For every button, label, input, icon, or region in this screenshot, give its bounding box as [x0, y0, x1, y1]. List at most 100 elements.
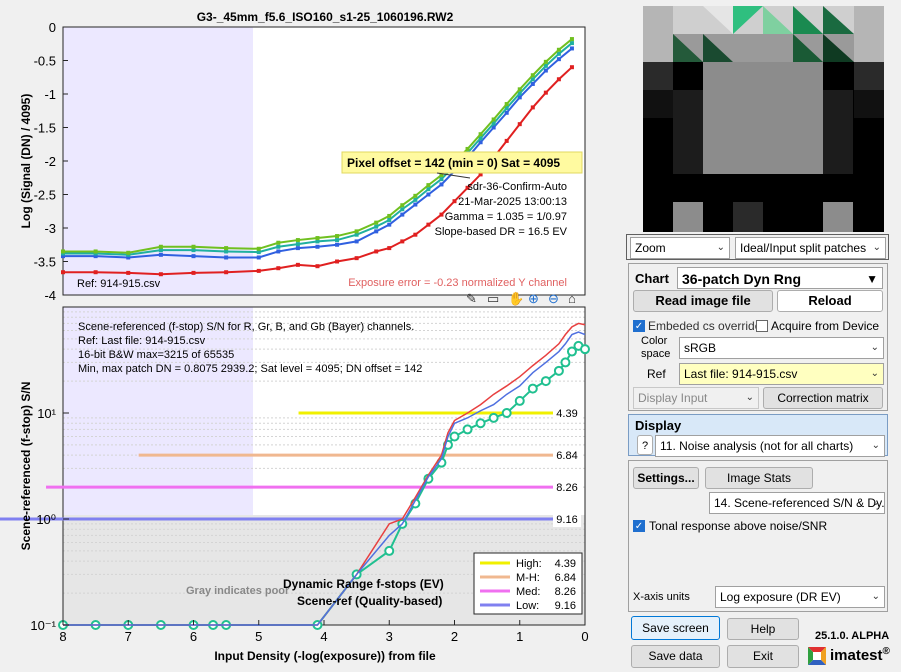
legend-name: M-H:	[516, 572, 540, 584]
bottom-xtick-label: 8	[59, 629, 66, 644]
top-series-point	[439, 182, 444, 187]
top-series-point	[426, 183, 431, 188]
correction-matrix-button[interactable]: Correction matrix	[763, 387, 883, 409]
ref-select-value: Last file: 914-915.csv	[684, 367, 798, 381]
top-series-point	[491, 125, 496, 130]
top-series-point	[530, 73, 535, 78]
top-series-point	[413, 193, 418, 198]
save-data-button[interactable]: Save data	[631, 645, 720, 668]
bottom-chart: 4.39 6.84 8.26 9.16 8 7 6 5 4 3 2 1 0 10¹ 10⁰ 10⁻¹ Sc…	[0, 306, 590, 663]
top-series-point	[335, 242, 340, 247]
top-series-point	[295, 246, 300, 251]
brand-name: imatest	[830, 647, 883, 664]
split-mode-select[interactable]: Ideal/Input split patches ⌄	[735, 237, 886, 259]
bottom-series-point	[462, 424, 473, 435]
help-button[interactable]: Help	[727, 618, 799, 640]
tonal-checkbox[interactable]: ✓	[633, 520, 645, 532]
patch-image[interactable]	[643, 6, 884, 232]
top-series-point	[276, 266, 281, 271]
top-series-point	[315, 236, 320, 241]
top-series-point	[61, 249, 65, 254]
pencil-icon[interactable]: ✎	[466, 291, 477, 306]
bottom-series-point	[514, 395, 525, 406]
image-stats-button[interactable]: Image Stats	[705, 467, 813, 489]
top-series-point	[413, 202, 418, 207]
bottom-ytick-label: 10⁻¹	[30, 618, 56, 633]
top-series-point	[126, 250, 131, 255]
top-series-point	[465, 146, 470, 151]
top-ytick-label: -2	[44, 154, 56, 169]
legend-value: 6.84	[555, 572, 576, 584]
reload-button[interactable]: Reload	[777, 290, 883, 312]
top-series-point	[158, 244, 163, 249]
top-series-point	[504, 102, 509, 107]
save-screen-button[interactable]: Save screen	[631, 616, 720, 640]
bottom-series-point	[560, 357, 571, 368]
top-series-point	[504, 138, 509, 143]
settings-panel: Settings... Image Stats 14. Scene-refere…	[628, 460, 888, 612]
top-series-point	[354, 256, 359, 261]
data-cursor-icon[interactable]: ▭	[487, 291, 499, 306]
display-input-value: Display Input	[638, 391, 708, 405]
top-ytick-label: -4	[44, 288, 56, 303]
version-text: 25.1.0. ALPHA	[815, 630, 890, 642]
top-series-point	[426, 222, 431, 227]
top-series-point	[517, 91, 522, 96]
top-ytick-label: -1.5	[34, 121, 56, 136]
acquire-label: Acquire from Device	[771, 319, 880, 333]
top-ytick-label: -3.5	[34, 255, 56, 270]
chevron-down-icon: ⌄	[716, 242, 725, 253]
plot-select[interactable]: 14. Scene-referenced S/N & Dy... ⌄	[709, 492, 885, 514]
display-input-select[interactable]: Display Input ⌄	[633, 387, 759, 409]
top-series-point	[387, 222, 392, 227]
legend-value: 8.26	[555, 586, 576, 598]
bottom-series-line	[63, 331, 586, 626]
top-info-line: Slope-based DR = 16.5 EV	[435, 226, 568, 238]
top-series-point	[295, 242, 300, 247]
top-series-point	[517, 95, 522, 100]
acquire-checkbox[interactable]	[756, 320, 768, 332]
dr-label-1: Dynamic Range f-stops (EV)	[283, 577, 444, 591]
zoom-bar: Zoom ⌄ Ideal/Input split patches ⌄	[626, 234, 889, 260]
top-series-point	[556, 57, 561, 62]
top-ylabel: Log (Signal (DN) / 4095)	[19, 94, 33, 229]
top-series-point	[158, 272, 163, 277]
level-label: 4.39	[556, 408, 577, 420]
level-label-bg	[553, 479, 581, 496]
display-select[interactable]: 11. Noise analysis (not for all charts) ⌄	[655, 435, 885, 457]
bottom-xlabel: Input Density (-log(exposure)) from file	[214, 649, 436, 663]
top-ytick-label: -3	[44, 221, 56, 236]
zoom-in-icon[interactable]: ⊕	[528, 291, 539, 306]
xaxis-select[interactable]: Log exposure (DR EV) ⌄	[715, 586, 885, 608]
ref-select[interactable]: Last file: 914-915.csv ⌄	[679, 363, 884, 385]
top-series-point	[276, 244, 281, 249]
chart-select[interactable]: 36-patch Dyn Rng ▼	[677, 267, 883, 289]
chevron-down-icon: ⌄	[870, 368, 879, 379]
pan-icon[interactable]: ✋	[508, 291, 524, 306]
bottom-ylabel: Scene-referenced (f-stop) S/N	[19, 382, 33, 551]
top-info-line: Gamma = 1.035 = 1/0.97	[445, 211, 567, 223]
top-series-point	[256, 250, 261, 255]
legend-value: 4.39	[555, 558, 576, 570]
bottom-ytick-label: 10¹	[37, 406, 56, 421]
bottom-xtick-label: 7	[125, 629, 132, 644]
bottom-series-point	[540, 376, 551, 387]
zoom-out-icon[interactable]: ⊖	[548, 291, 559, 306]
top-series-point	[387, 213, 392, 218]
top-series-point	[465, 185, 470, 190]
top-series-point	[491, 117, 496, 122]
color-space-select[interactable]: sRGB ⌄	[679, 337, 884, 359]
exit-button[interactable]: Exit	[727, 645, 799, 668]
settings-button[interactable]: Settings...	[633, 467, 699, 489]
embedded-cs-checkbox[interactable]: ✓	[633, 320, 645, 332]
top-series-point	[191, 254, 196, 259]
top-series-point	[478, 172, 483, 177]
read-image-button[interactable]: Read image file	[633, 290, 773, 312]
top-series-point	[93, 270, 98, 275]
zoom-select[interactable]: Zoom ⌄	[630, 237, 730, 259]
home-icon[interactable]: ⌂	[568, 291, 576, 306]
top-ytick-label: -1	[44, 87, 56, 102]
level-label: 8.26	[556, 482, 577, 494]
top-ref-text: Ref: 914-915.csv	[77, 278, 161, 290]
display-help-button[interactable]: ?	[637, 435, 653, 455]
